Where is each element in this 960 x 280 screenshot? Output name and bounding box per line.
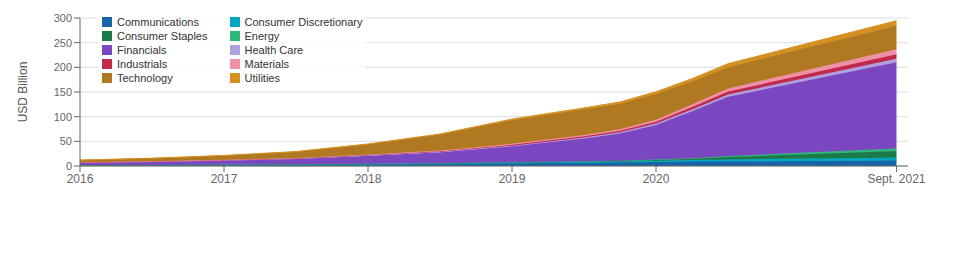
svg-text:2019: 2019 [499, 172, 526, 186]
svg-text:0: 0 [66, 160, 72, 172]
html-text:Communications: Communications [117, 16, 199, 28]
svg-text:50: 50 [60, 135, 72, 147]
html-text:Energy: Energy [244, 30, 280, 42]
html-text:Financials: Financials [117, 44, 167, 56]
html-text:Consumer Staples: Consumer Staples [117, 30, 208, 42]
svg-text:USD Billion: USD Billion [16, 62, 30, 123]
html-text:Materials: Materials [244, 58, 290, 70]
svg-text:150: 150 [54, 86, 72, 98]
svg-text:2017: 2017 [211, 172, 238, 186]
svg-text:Sept. 2021: Sept. 2021 [867, 172, 925, 186]
svg-text:250: 250 [54, 37, 72, 49]
svg-text:2020: 2020 [643, 172, 670, 186]
svg-text:300: 300 [54, 12, 72, 24]
html-text:Technology: Technology [117, 72, 173, 84]
svg-text:100: 100 [54, 111, 72, 123]
html-text:Utilities: Utilities [244, 72, 280, 84]
svg-text:200: 200 [54, 61, 72, 73]
html-text:Health Care: Health Care [244, 44, 304, 56]
svg-text:2016: 2016 [67, 172, 94, 186]
html-text:Consumer Discretionary: Consumer Discretionary [244, 16, 363, 28]
html-text:Industrials: Industrials [117, 58, 168, 70]
svg-text:2018: 2018 [355, 172, 382, 186]
